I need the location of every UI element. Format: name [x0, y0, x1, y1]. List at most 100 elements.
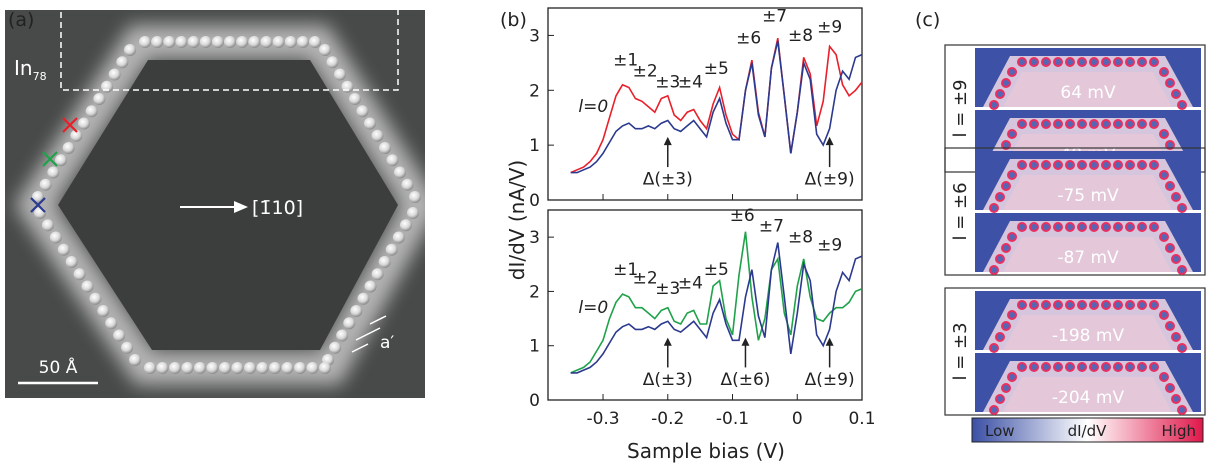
map-atom: [1065, 300, 1075, 310]
map-atom: [995, 394, 1005, 404]
gap-label: Δ(±3): [643, 370, 693, 390]
atom: [78, 117, 90, 130]
map-atom: [1159, 129, 1169, 139]
gap-label: Δ(±9): [805, 170, 855, 190]
map-label: 64 mV: [1060, 83, 1116, 103]
peak-label: ±9: [817, 18, 842, 38]
map-atom: [1053, 362, 1063, 372]
atom: [296, 36, 309, 48]
map-atom: [1171, 192, 1181, 202]
map-atom: [1065, 119, 1075, 129]
atom: [294, 362, 306, 374]
atom: [101, 80, 113, 93]
atom: [55, 154, 67, 167]
map-atom: [1101, 300, 1111, 310]
spacing-marker: [351, 315, 387, 353]
map-atom: [1077, 160, 1087, 170]
state-label: l=0: [578, 298, 608, 318]
map-atom: [1165, 140, 1175, 150]
map-atom: [1113, 362, 1123, 372]
map-atom: [1101, 160, 1111, 170]
peak-label: ±6: [730, 206, 755, 226]
atom: [319, 44, 331, 56]
atom: [70, 129, 83, 142]
peak-label: ±6: [736, 29, 761, 49]
atom: [269, 362, 281, 374]
map-atom: [1001, 321, 1011, 331]
map-atom: [1171, 394, 1181, 404]
atom: [343, 317, 356, 330]
map-atom: [1053, 119, 1063, 129]
colorbar-low: Low: [985, 422, 1015, 440]
map-atom: [989, 405, 999, 415]
y-axis-label: dI/dV (nA/V): [505, 160, 529, 280]
atom: [187, 36, 200, 48]
map-inner: [1003, 175, 1172, 210]
map-atom: [1017, 119, 1027, 129]
map-atom: [1053, 160, 1063, 170]
atom: [144, 362, 156, 374]
map-atom: [1101, 57, 1111, 67]
atom: [219, 362, 231, 374]
state-label: l=0: [578, 97, 608, 117]
map-atom: [1053, 222, 1063, 232]
y-tick-label: 3: [529, 228, 540, 248]
map-atom: [1041, 222, 1051, 232]
atom: [108, 68, 121, 81]
atom: [169, 362, 181, 374]
atom: [231, 362, 244, 374]
y-tick-label: 1: [529, 136, 540, 156]
peak-label: ±9: [817, 236, 842, 256]
group-label: l = ±9: [950, 79, 971, 137]
atom: [113, 329, 126, 342]
map-atom: [1149, 362, 1159, 372]
atom: [236, 36, 249, 48]
atom: [73, 268, 86, 281]
atom: [379, 142, 391, 154]
map-atom: [1159, 372, 1169, 382]
map-atom: [989, 100, 999, 110]
map-atom: [1165, 181, 1175, 191]
element: In: [14, 56, 33, 80]
x-tick-label: -0.2: [651, 409, 684, 429]
map-atom: [989, 265, 999, 275]
gap-label: Δ(±9): [805, 370, 855, 390]
map-atom: [995, 332, 1005, 342]
map-atom: [1137, 362, 1147, 372]
map-atom: [1113, 222, 1123, 232]
atom: [272, 36, 285, 48]
atom: [349, 93, 361, 105]
atom: [378, 256, 391, 268]
map-atom: [1125, 160, 1135, 170]
atom: [334, 68, 346, 81]
peak-label: ±1: [613, 260, 638, 280]
atom: [401, 178, 414, 191]
atom: [336, 329, 349, 342]
x-tick-label: -0.1: [716, 409, 749, 429]
atom: [329, 341, 342, 354]
atom: [284, 36, 297, 48]
y-tick-label: 1: [529, 337, 540, 357]
map-atom: [1159, 170, 1169, 180]
atom: [371, 268, 384, 281]
direction-label: [1̄10]: [252, 197, 303, 219]
atom: [121, 341, 134, 354]
map-atom: [1041, 362, 1051, 372]
atom: [151, 36, 164, 48]
map-atom: [1137, 222, 1147, 232]
map-atom: [1077, 222, 1087, 232]
gap-arrow-head: [825, 337, 834, 346]
gap-arrow-head: [663, 337, 672, 346]
panel-label: (a): [8, 9, 34, 31]
map-inner: [1003, 315, 1172, 350]
atom: [81, 280, 94, 293]
atom: [32, 191, 44, 203]
atom: [57, 243, 70, 256]
map-atom: [989, 203, 999, 213]
map-atom: [1029, 222, 1039, 232]
atom: [224, 36, 236, 48]
map-atom: [1177, 203, 1187, 213]
element-label: In78: [14, 56, 47, 83]
map-atom: [1007, 310, 1017, 320]
map-atom: [1001, 140, 1011, 150]
